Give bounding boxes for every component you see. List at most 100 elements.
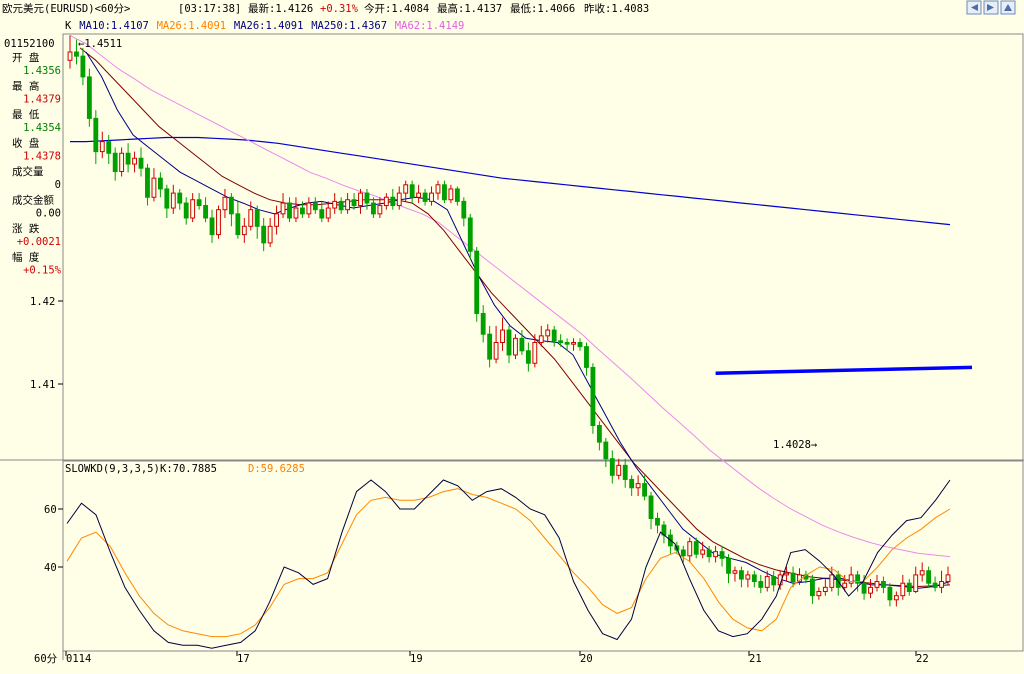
candle-body [861, 582, 867, 594]
candle-body [306, 202, 312, 215]
candle-body [829, 574, 835, 588]
candle-body [822, 586, 828, 592]
candle-body [629, 478, 635, 489]
candle-body [848, 574, 854, 584]
info-label: 涨 跌 [12, 222, 40, 235]
ma62-line [69, 34, 951, 558]
candle-body [751, 574, 757, 583]
candle-body [371, 202, 376, 215]
arrow-up-icon[interactable] [1000, 0, 1016, 15]
candle-body [506, 329, 512, 356]
candle-body [93, 117, 99, 153]
candle-body [687, 541, 693, 557]
candle-body [332, 200, 338, 209]
x-tick-label: 21 [749, 653, 762, 665]
price-annotations: ←1.4511 1.4028→ [78, 38, 817, 451]
candle-body [241, 225, 247, 236]
candle-body [364, 192, 370, 204]
candle-body [164, 188, 170, 209]
candle-body [106, 141, 112, 154]
candle-body [906, 582, 912, 593]
candle-body [396, 192, 402, 207]
kd-ticks: 60 40 [44, 504, 63, 574]
high-today: 最高:1.4137 [437, 2, 502, 15]
candle-body [513, 337, 518, 356]
candle-body [693, 541, 699, 555]
price-tick-label: 1.41 [30, 379, 55, 391]
candle-body [190, 199, 196, 219]
candle-body [945, 574, 951, 583]
candle-body [874, 581, 880, 588]
ma-legend-item: MA26:1.4091 [234, 20, 304, 32]
candle-body [228, 196, 234, 215]
time-readout: [03:17:38] [178, 3, 241, 15]
x-tick-label: 20 [580, 653, 593, 665]
candle-body [577, 342, 583, 348]
candle-body [538, 335, 544, 343]
candle-body [403, 184, 409, 194]
info-label: 最 低 [12, 108, 40, 121]
candle-body [764, 576, 770, 588]
ma-legend-item: MA250:1.4367 [311, 20, 387, 32]
kd-tick-label: 40 [44, 562, 57, 574]
candle-body [913, 574, 919, 593]
info-label: 收 盘 [12, 137, 40, 150]
candle-body [680, 549, 686, 557]
candle-body [145, 167, 150, 198]
candle-body [274, 213, 280, 227]
candle-body [203, 205, 208, 219]
candle-body [900, 582, 906, 597]
kd-pane [62, 460, 1024, 652]
candle-body [474, 250, 480, 314]
min-price-label: 1.4028→ [773, 439, 817, 451]
max-price-label: ←1.4511 [78, 38, 122, 50]
arrow-right-icon[interactable] [983, 0, 999, 15]
candle-body [558, 340, 564, 343]
candle-body [545, 329, 551, 337]
info-value: 0.00 [36, 208, 61, 220]
candle-body [635, 483, 641, 489]
candle-body [416, 192, 422, 198]
candle-body [467, 217, 473, 252]
candle-body [319, 209, 325, 219]
kd-k-value: K:70.7885 [160, 463, 217, 475]
header-bar [0, 0, 1024, 17]
ma26-line [79, 47, 951, 588]
candle-body [325, 207, 331, 219]
candle-body [487, 333, 493, 360]
candle-body [893, 595, 899, 601]
price-pane [62, 33, 1024, 461]
candle-body [706, 549, 712, 558]
candle-body [293, 207, 299, 219]
info-value: 1.4354 [23, 122, 61, 134]
candle-body [351, 199, 357, 207]
candle-body [532, 342, 538, 364]
candle-body [616, 464, 622, 476]
resistance-trendline [715, 365, 973, 375]
bar-timestamp: 01152100 [4, 38, 55, 50]
info-label: 成交金额 [12, 194, 54, 207]
candle-body [261, 225, 267, 244]
candle-body [454, 188, 460, 202]
status-bar [0, 665, 1024, 674]
candle-body [151, 177, 157, 198]
kd-d-value: D:59.6285 [248, 463, 305, 475]
candle-body [758, 581, 764, 588]
arrow-left-icon[interactable] [966, 0, 982, 15]
candle-body [80, 55, 86, 78]
candle-body [881, 581, 886, 588]
nav-icons[interactable] [966, 0, 1016, 15]
kd-tick-label: 60 [44, 504, 57, 516]
candle-body [519, 337, 525, 352]
candle-body [622, 464, 628, 480]
kd-d-line [66, 488, 951, 638]
candle-body [771, 576, 777, 586]
candle-body [280, 202, 286, 215]
candle-body [157, 177, 163, 190]
candle-body [784, 572, 790, 576]
candle-body [738, 570, 744, 580]
candle-body [177, 192, 183, 204]
info-panel: 01152100 开 盘1.4356 最 高1.4379 最 低1.4354 收 盘1… [4, 38, 62, 277]
info-value: 1.4378 [23, 151, 61, 163]
